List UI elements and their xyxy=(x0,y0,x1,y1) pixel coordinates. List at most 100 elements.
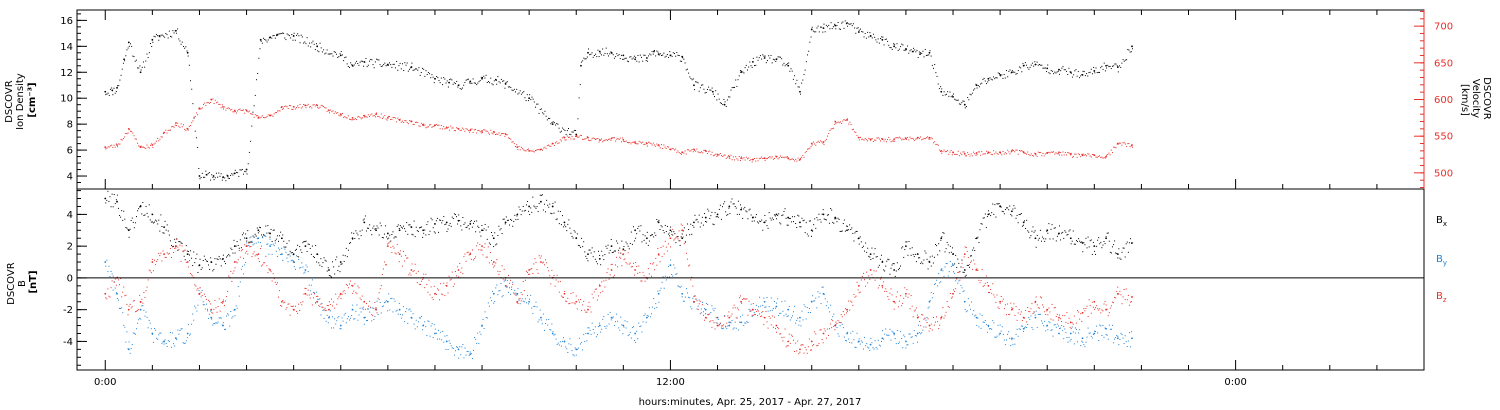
By-sample xyxy=(444,335,446,337)
Bx-sample xyxy=(324,259,326,261)
By-sample xyxy=(765,306,767,308)
Bz-sample xyxy=(172,246,174,248)
velocity-sample xyxy=(971,155,973,157)
density-sample xyxy=(825,24,827,26)
Bz-sample xyxy=(320,303,322,305)
velocity-sample xyxy=(887,139,889,141)
By-sample xyxy=(537,321,539,323)
Bx-sample xyxy=(724,201,726,203)
density-sample xyxy=(331,53,333,55)
Bz-sample xyxy=(124,295,126,297)
Bx-sample xyxy=(798,215,800,217)
Bx-sample xyxy=(353,232,355,234)
velocity-sample xyxy=(559,139,561,141)
Bz-point xyxy=(810,340,813,343)
Bx-sample xyxy=(195,258,197,260)
velocity-sample xyxy=(235,112,237,114)
Bz-sample xyxy=(417,270,419,272)
Bx-sample xyxy=(621,240,623,242)
By-sample xyxy=(256,238,258,240)
Bx-sample xyxy=(1077,241,1079,243)
density-sample xyxy=(725,105,727,107)
By-sample xyxy=(1066,337,1068,338)
Bx-sample xyxy=(1001,210,1003,212)
density-sample xyxy=(502,80,504,82)
By-sample xyxy=(762,304,764,306)
Bz-sample xyxy=(588,301,590,303)
By-sample xyxy=(308,284,310,286)
Bz-sample xyxy=(477,242,479,244)
density-sample xyxy=(411,62,413,64)
density-sample xyxy=(535,106,537,108)
Bx-sample xyxy=(1055,240,1057,242)
By-sample xyxy=(524,298,526,300)
By-sample xyxy=(958,280,960,282)
Bz-sample xyxy=(543,264,545,266)
By-point xyxy=(975,316,978,319)
By-sample xyxy=(529,298,531,300)
By-sample xyxy=(423,324,425,326)
By-sample xyxy=(497,294,499,296)
velocity-sample xyxy=(186,127,188,129)
density-sample xyxy=(246,173,248,175)
density-sample xyxy=(267,39,269,41)
velocity-sample xyxy=(558,142,560,144)
velocity-sample xyxy=(239,108,241,110)
velocity-sample xyxy=(748,157,750,159)
Bz-sample xyxy=(520,300,522,302)
By-sample xyxy=(1014,343,1016,345)
Bx-point xyxy=(551,205,554,208)
Bx-sample xyxy=(1040,240,1042,242)
By-sample xyxy=(632,326,634,328)
By-sample xyxy=(133,332,135,334)
Bz-sample xyxy=(904,287,906,289)
velocity-sample xyxy=(625,140,627,142)
density-sample xyxy=(259,48,261,50)
By-point xyxy=(434,332,436,335)
By-sample xyxy=(826,301,828,303)
By-sample xyxy=(197,304,199,306)
By-sample xyxy=(299,267,301,269)
By-sample xyxy=(566,348,568,350)
velocity-sample xyxy=(321,105,323,107)
By-sample xyxy=(405,311,407,313)
density-sample xyxy=(889,47,891,49)
Bx-sample xyxy=(815,227,817,229)
velocity-point xyxy=(233,109,236,112)
By-sample xyxy=(105,265,107,267)
Bz-sample xyxy=(317,295,319,297)
velocity-sample xyxy=(423,123,425,125)
Bx-sample xyxy=(873,253,875,255)
By-sample xyxy=(162,341,164,343)
Bz-sample xyxy=(781,337,783,339)
velocity-sample xyxy=(710,154,712,156)
density-sample xyxy=(905,49,907,51)
By-sample xyxy=(433,324,435,326)
velocity-sample xyxy=(499,134,501,136)
Bx-point xyxy=(1105,237,1107,240)
velocity-sample xyxy=(865,139,867,141)
Bz-sample xyxy=(696,300,698,302)
Bz-sample xyxy=(744,298,746,300)
By-sample xyxy=(149,322,151,324)
velocity-sample xyxy=(787,156,788,158)
By-sample xyxy=(238,295,240,297)
By-sample xyxy=(647,315,649,317)
By-sample xyxy=(373,318,375,320)
By-sample xyxy=(1096,325,1098,327)
Bx-sample xyxy=(940,239,942,241)
By-sample xyxy=(167,340,169,342)
density-sample xyxy=(1130,51,1132,53)
density-sample xyxy=(154,36,156,38)
Bz-sample xyxy=(646,278,648,280)
Bz-sample xyxy=(483,246,485,248)
velocity-sample xyxy=(547,144,549,146)
density-sample xyxy=(1116,65,1118,67)
y-tick-label: 2 xyxy=(67,242,73,253)
Bx-sample xyxy=(710,215,712,217)
By-sample xyxy=(466,351,468,353)
Bx-sample xyxy=(115,199,117,201)
Bz-sample xyxy=(698,303,700,305)
density-sample xyxy=(373,67,375,69)
